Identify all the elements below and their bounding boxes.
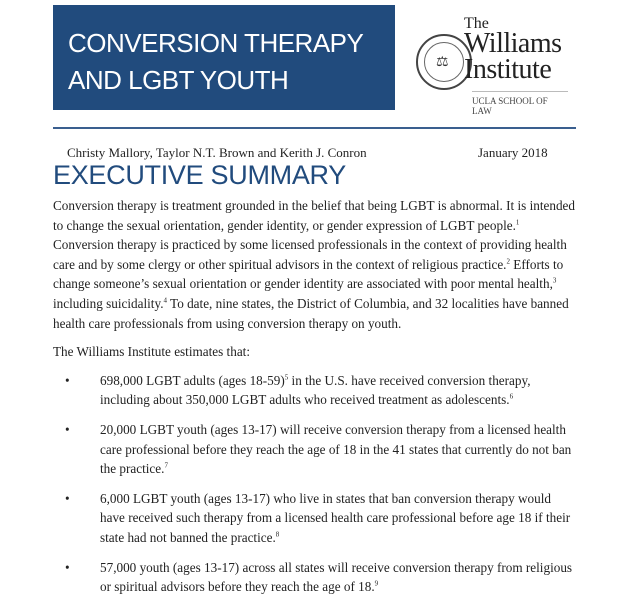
intro-paragraph: Conversion therapy is treatment grounded…	[53, 196, 575, 333]
text: including suicidality.	[53, 295, 164, 311]
footnote-ref[interactable]: 1	[515, 218, 520, 227]
footnote-ref[interactable]: 9	[374, 579, 379, 588]
footnote-ref[interactable]: 2	[506, 257, 510, 266]
list-item: 698,000 LGBT adults (ages 18-59)5 in the…	[53, 371, 575, 410]
section-heading: EXECUTIVE SUMMARY	[53, 160, 346, 190]
text: Efforts to change someone’s sexual orien…	[53, 256, 564, 292]
footnote-ref[interactable]: 7	[164, 461, 168, 470]
text: Conversion therapy is treatment grounded…	[53, 198, 576, 233]
list-item: 6,000 LGBT youth (ages 13-17) who live i…	[53, 489, 575, 548]
list-item: 57,000 youth (ages 13-17) across all sta…	[53, 558, 575, 597]
logo-institute: Institute	[464, 54, 552, 85]
list-item: 20,000 LGBT youth (ages 13-17) will rece…	[53, 420, 575, 479]
text: 698,000 LGBT adults (ages 18-59)	[100, 372, 285, 388]
text: Conversion therapy is practiced by some …	[53, 237, 567, 272]
title-line-1: CONVERSION THERAPY	[68, 28, 364, 58]
estimates-list: 698,000 LGBT adults (ages 18-59)5 in the…	[53, 371, 575, 597]
logo-the: The	[464, 15, 489, 32]
estimates-lead: The Williams Institute estimates that:	[53, 344, 251, 360]
text: 6,000 LGBT youth (ages 13-17) who live i…	[100, 490, 571, 545]
footnote-ref[interactable]: 3	[552, 276, 557, 285]
footnote-ref[interactable]: 5	[284, 373, 289, 382]
text: in the U.S. have received conversion the…	[100, 372, 531, 408]
logo-school: UCLA SCHOOL OF LAW	[472, 91, 568, 116]
authors: Christy Mallory, Taylor N.T. Brown and K…	[67, 145, 367, 160]
document-body: Conversion therapy is treatment grounded…	[53, 196, 575, 607]
title-line-2: AND LGBT YOUTH	[68, 65, 289, 95]
text: To date, nine states, the District of Co…	[53, 295, 569, 331]
williams-institute-logo: ⚖ The Williams Institute UCLA SCHOOL OF …	[412, 15, 572, 116]
footnote-ref[interactable]: 4	[163, 296, 168, 305]
publication-date: January 2018	[478, 145, 548, 160]
text: 20,000 LGBT youth (ages 13-17) will rece…	[100, 421, 572, 477]
title-banner: CONVERSION THERAPY AND LGBT YOUTH	[53, 5, 395, 110]
seal-icon: ⚖	[416, 34, 472, 90]
footnote-ref[interactable]: 8	[275, 530, 280, 539]
logo-williams: Williams	[464, 28, 562, 59]
text: 57,000 youth (ages 13-17) across all sta…	[100, 559, 573, 595]
divider	[53, 127, 576, 129]
footnote-ref[interactable]: 6	[509, 392, 514, 401]
